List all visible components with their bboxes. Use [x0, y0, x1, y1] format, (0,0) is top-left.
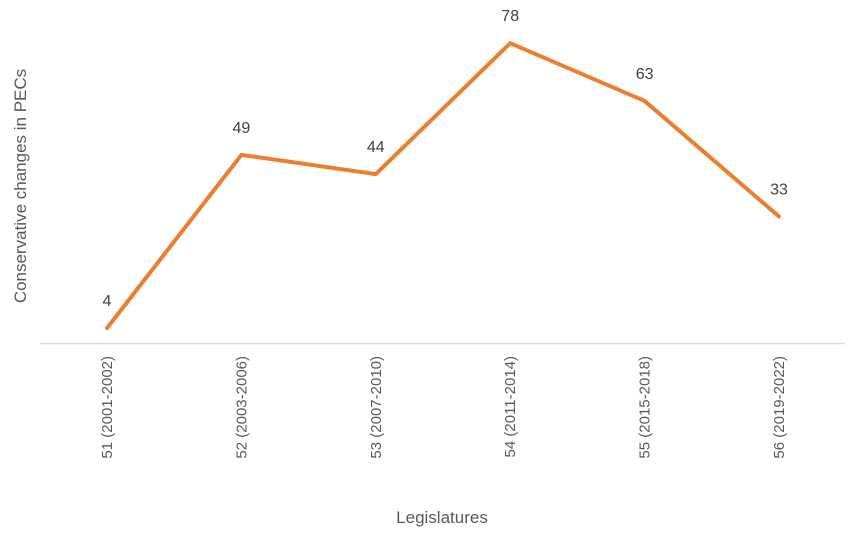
data-label: 33 [770, 181, 788, 198]
data-label: 78 [501, 8, 519, 25]
y-axis-title: Conservative changes in PECs [11, 69, 30, 303]
x-tick-label: 56 (2019-2022) [771, 356, 788, 459]
x-tick-label: 51 (2001-2002) [99, 356, 116, 459]
data-label: 4 [103, 293, 112, 310]
x-tick-label: 53 (2007-2010) [368, 356, 385, 459]
x-tick-label: 54 (2011-2014) [502, 356, 519, 457]
x-tick-label: 52 (2003-2006) [233, 356, 250, 459]
data-label: 44 [367, 139, 385, 156]
x-axis-title: Legislatures [396, 508, 488, 527]
x-tick-label: 55 (2015-2018) [637, 356, 654, 459]
data-label: 63 [636, 66, 654, 83]
series-line [105, 41, 781, 331]
data-label: 49 [233, 120, 251, 137]
